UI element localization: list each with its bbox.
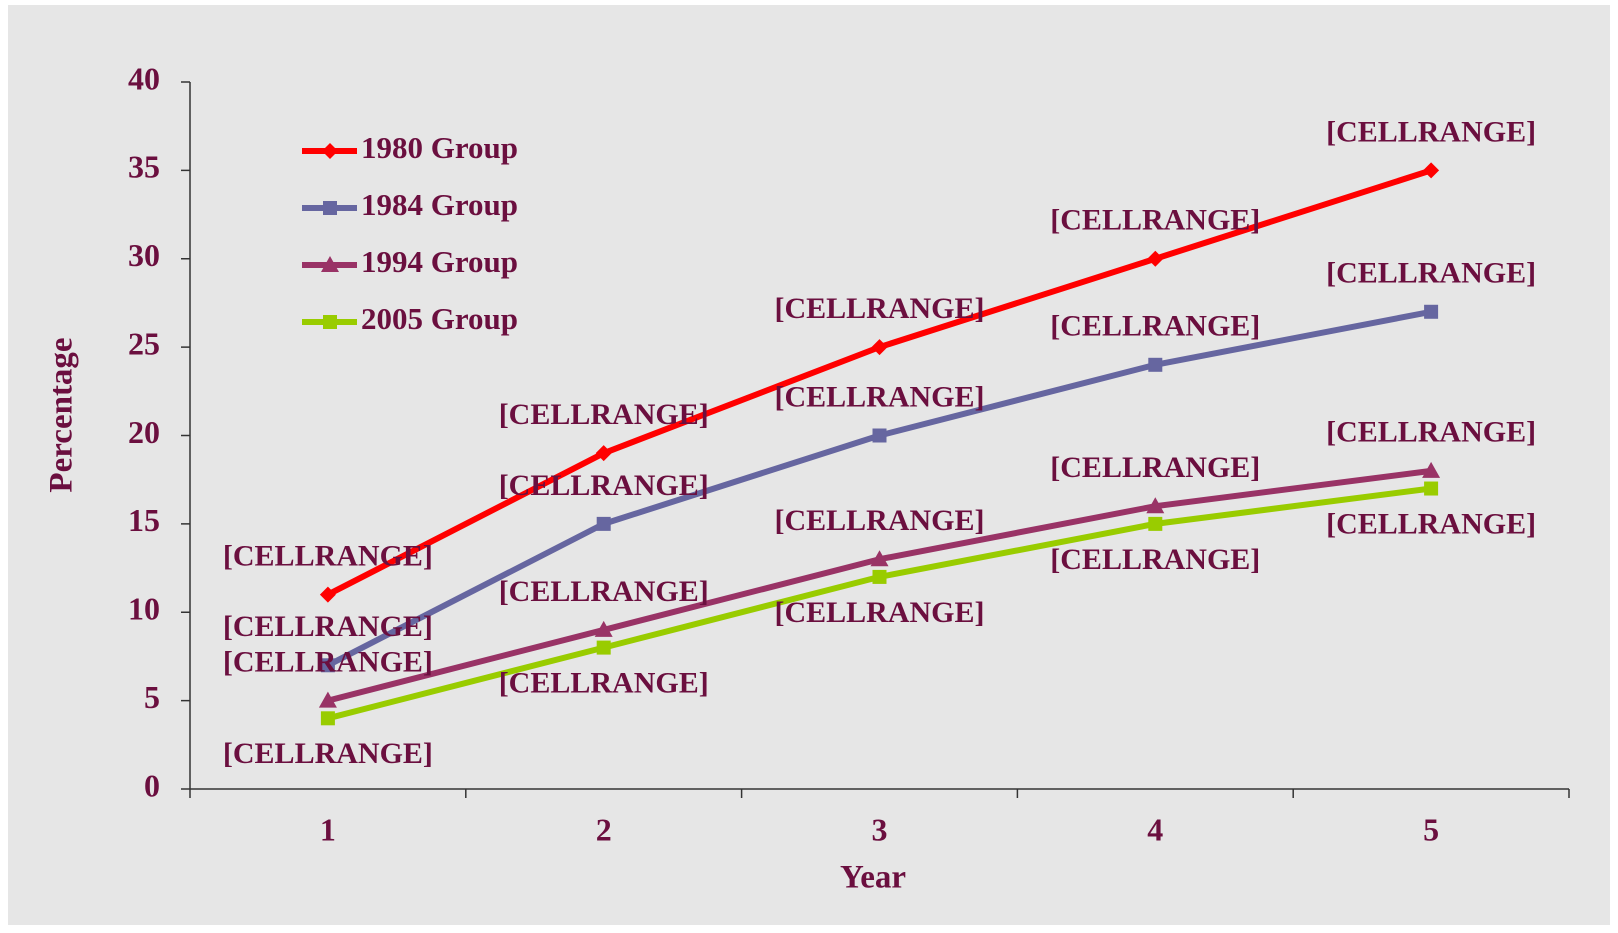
data-label: [CELLRANGE] xyxy=(499,398,709,431)
data-point xyxy=(872,569,887,584)
x-tick-label: 5 xyxy=(1423,811,1439,847)
legend-label: 1984 Group xyxy=(361,187,518,222)
y-tick-label: 30 xyxy=(128,237,160,273)
data-point xyxy=(1424,304,1439,319)
data-label: [CELLRANGE] xyxy=(1050,451,1260,484)
x-tick-label: 1 xyxy=(320,811,336,847)
data-label: [CELLRANGE] xyxy=(1326,416,1536,449)
legend-marker xyxy=(323,201,337,215)
x-axis-label: Year xyxy=(840,860,906,896)
data-label: [CELLRANGE] xyxy=(774,596,984,629)
y-axis-label: Percentage xyxy=(44,337,80,492)
data-label: [CELLRANGE] xyxy=(223,646,433,679)
y-tick-label: 35 xyxy=(128,149,160,185)
data-label: [CELLRANGE] xyxy=(1326,115,1536,148)
data-label: [CELLRANGE] xyxy=(1050,543,1260,576)
y-tick-label: 15 xyxy=(128,502,160,538)
y-tick-label: 10 xyxy=(128,591,160,627)
data-label: [CELLRANGE] xyxy=(774,380,984,413)
legend-marker xyxy=(321,256,339,272)
y-tick-label: 0 xyxy=(144,767,160,803)
legend-label: 1980 Group xyxy=(361,130,518,165)
data-label: [CELLRANGE] xyxy=(1326,257,1536,290)
data-point xyxy=(1148,357,1163,372)
data-label: [CELLRANGE] xyxy=(499,469,709,502)
data-point xyxy=(1148,516,1163,531)
data-point xyxy=(320,711,335,726)
x-tick-label: 4 xyxy=(1147,811,1163,847)
data-point xyxy=(1424,481,1439,496)
data-label: [CELLRANGE] xyxy=(1326,507,1536,540)
y-tick-label: 40 xyxy=(128,60,160,96)
legend-label: 2005 Group xyxy=(361,301,518,336)
y-tick-label: 25 xyxy=(128,325,160,361)
data-point xyxy=(1147,250,1164,267)
data-point xyxy=(1146,497,1165,514)
data-point xyxy=(318,691,337,708)
data-label: [CELLRANGE] xyxy=(499,666,709,699)
y-tick-label: 5 xyxy=(144,679,160,715)
data-label: [CELLRANGE] xyxy=(1050,204,1260,237)
data-label: [CELLRANGE] xyxy=(774,504,984,537)
data-point xyxy=(594,620,613,637)
data-point xyxy=(872,428,887,443)
data-point xyxy=(595,445,612,462)
data-label: [CELLRANGE] xyxy=(223,539,433,572)
data-point xyxy=(320,658,335,673)
data-point xyxy=(870,550,889,567)
data-point xyxy=(596,640,611,655)
x-tick-label: 3 xyxy=(872,811,888,847)
x-tick-label: 2 xyxy=(596,811,612,847)
data-point xyxy=(871,339,888,356)
chart-background xyxy=(8,5,1610,925)
data-label: [CELLRANGE] xyxy=(1050,310,1260,343)
data-point xyxy=(319,586,336,603)
data-label: [CELLRANGE] xyxy=(223,610,433,643)
legend-label: 1994 Group xyxy=(361,244,518,279)
data-point xyxy=(1423,162,1440,179)
data-label: [CELLRANGE] xyxy=(499,575,709,608)
data-point xyxy=(1422,461,1441,478)
y-tick-label: 20 xyxy=(128,414,160,450)
data-point xyxy=(596,516,611,531)
legend-marker xyxy=(323,315,337,329)
legend-marker xyxy=(322,143,338,159)
data-label: [CELLRANGE] xyxy=(774,292,984,325)
data-label: [CELLRANGE] xyxy=(223,737,433,770)
